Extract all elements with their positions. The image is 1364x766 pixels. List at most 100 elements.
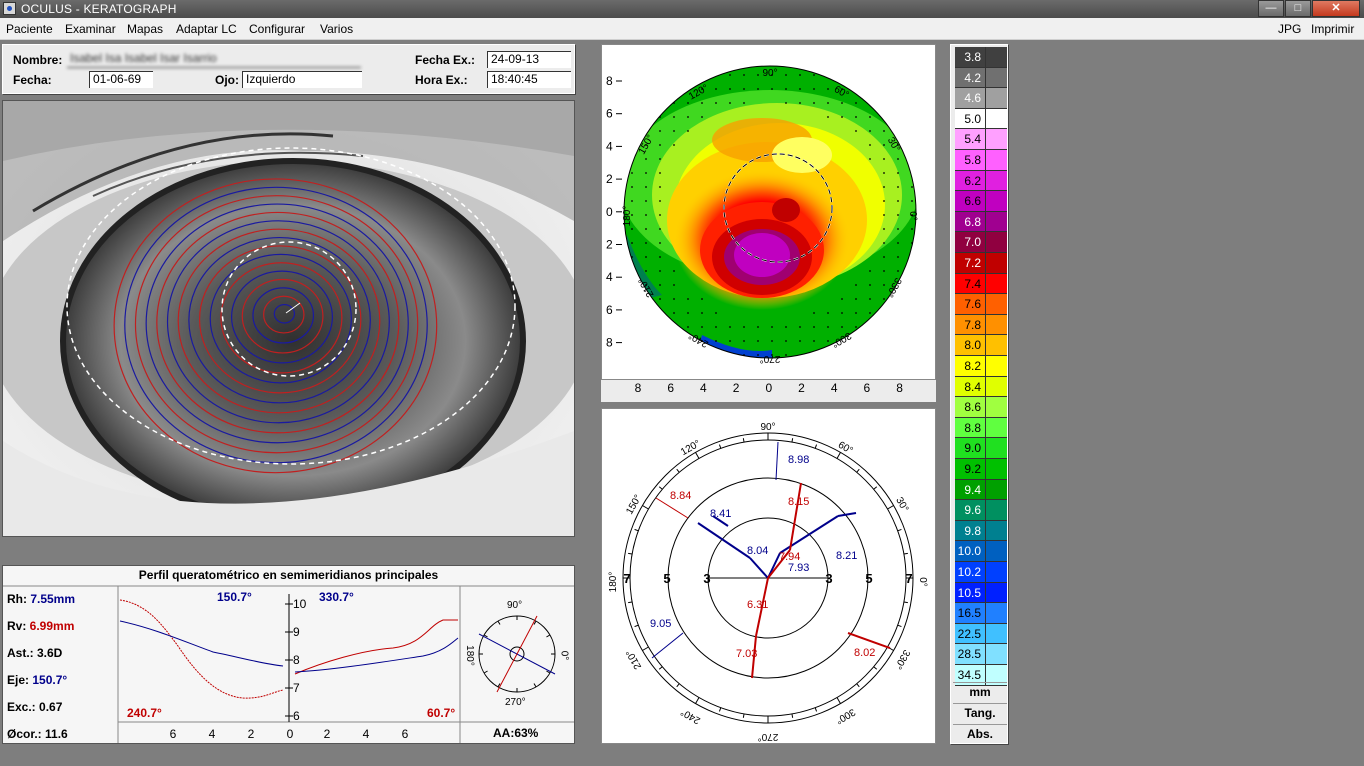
- polar-meridian-line: [749, 557, 769, 579]
- map-sample-dot: [869, 130, 871, 132]
- map-sample-dot: [659, 144, 661, 146]
- scale-row: 5.4: [955, 129, 1007, 150]
- birth-date-field[interactable]: 01-06-69: [89, 71, 153, 88]
- map-sample-dot: [897, 256, 899, 258]
- map-sample-dot: [841, 326, 843, 328]
- scale-value: 22.5: [955, 626, 983, 641]
- close-button[interactable]: ✕: [1312, 0, 1360, 17]
- scale-swatch: [985, 479, 1005, 500]
- profile-stat-value: 0.67: [39, 700, 63, 714]
- scale-row: 9.8: [955, 520, 1007, 542]
- polar-keratometry-panel[interactable]: 90° 60° 30° 0° 330° 300° 270° 240° 210° 180° 150° 1…: [601, 408, 936, 744]
- scale-value: 9.6: [962, 503, 983, 518]
- profile-stat-value: 11.6: [45, 727, 68, 741]
- polar-meridian-line: [651, 632, 684, 659]
- map-y-tick: 4: [606, 139, 613, 153]
- map-sample-dot: [827, 340, 829, 342]
- profile-x-tick: 4: [209, 727, 216, 741]
- polar-radius-label: 7: [905, 571, 912, 586]
- exam-date-field[interactable]: 24-09-13: [487, 51, 571, 68]
- axis-label-60: 60.7°: [427, 706, 456, 720]
- profile-y-tick: 8: [293, 653, 300, 667]
- name-field[interactable]: Isabel Isa Isabel Isar Isarrio: [67, 51, 361, 68]
- name-label: Nombre:: [13, 53, 63, 67]
- map-x-tick: 6: [667, 381, 674, 395]
- eye-field[interactable]: Izquierdo: [242, 71, 362, 88]
- scale-row: 8.6: [955, 397, 1007, 418]
- map-sample-dot: [687, 298, 689, 300]
- menu-varios[interactable]: Varios: [320, 22, 354, 36]
- minimize-button[interactable]: —: [1258, 0, 1284, 17]
- scale-value: 8.0: [962, 338, 983, 353]
- map-sample-dot: [883, 186, 885, 188]
- polar-meridian-line: [712, 515, 729, 527]
- map-sample-dot: [897, 242, 899, 244]
- scale-swatch: [985, 273, 1005, 294]
- map-sample-dot: [631, 214, 633, 216]
- profile-y-tick: 7: [293, 681, 300, 695]
- scale-row: 9.0: [955, 438, 1007, 459]
- polar-meridian-line: [847, 632, 891, 649]
- profile-y-tick: 9: [293, 625, 300, 639]
- map-sample-dot: [659, 186, 661, 188]
- curvature-map-panel[interactable]: 90° 60° 30° 0° 330° 300° 270° 240° 210° 180° 150° 1…: [601, 44, 936, 380]
- map-sample-dot: [813, 74, 815, 76]
- menu-imprimir[interactable]: Imprimir: [1311, 22, 1355, 36]
- polar-value: 8.84: [670, 490, 691, 502]
- unit-tang[interactable]: Tang.: [953, 703, 1007, 722]
- color-scale: 3.8 4.2 4.6 5.0 5.4 5.8 6.2 6.6 6.8 7.0 7.2 7.4 7.6 7…: [950, 44, 1008, 744]
- profile-y-tick: 6: [293, 709, 300, 723]
- map-x-tick: 2: [733, 381, 740, 395]
- map-sample-dot: [715, 326, 717, 328]
- polar-meridian-line: [755, 577, 769, 637]
- map-sample-dot: [687, 102, 689, 104]
- profile-x-tick: 2: [324, 727, 331, 741]
- map-sample-dot: [659, 172, 661, 174]
- map-sample-dot: [869, 284, 871, 286]
- map-sample-dot: [841, 312, 843, 314]
- menu-configurar[interactable]: Configurar: [249, 22, 306, 36]
- maximize-button[interactable]: □: [1285, 0, 1311, 17]
- menu-paciente[interactable]: Paciente: [6, 22, 53, 36]
- polar-value: 8.04: [747, 545, 768, 557]
- exam-time-field[interactable]: 18:40:45: [487, 71, 571, 88]
- map-sample-dot: [911, 200, 913, 202]
- profile-y-tick: 10: [293, 597, 307, 611]
- scale-row: 6.2: [955, 170, 1007, 192]
- polar-diagram: 90°60°30°0°330°300°270°240°210°180°150°1…: [608, 422, 928, 742]
- map-sample-dot: [883, 228, 885, 230]
- map-sample-dot: [785, 340, 787, 342]
- map-sample-dot: [855, 116, 857, 118]
- scale-value: 4.6: [962, 91, 983, 106]
- map-sample-dot: [645, 186, 647, 188]
- menu-jpg[interactable]: JPG: [1278, 22, 1302, 36]
- scale-swatch: [985, 170, 1005, 191]
- map-sample-dot: [631, 186, 633, 188]
- map-angle-label: 90°: [762, 68, 777, 79]
- menu-adaptar-lc[interactable]: Adaptar LC: [176, 22, 237, 36]
- map-sample-dot: [729, 326, 731, 328]
- polar-angle-label: 270°: [758, 731, 779, 742]
- unit-abs[interactable]: Abs.: [953, 724, 1007, 743]
- date-label: Fecha:: [13, 73, 52, 87]
- map-sample-dot: [827, 312, 829, 314]
- polar-value: 8.41: [710, 508, 731, 520]
- profile-stat-value: 6.99mm: [29, 619, 75, 633]
- profile-stat: Exc.: 0.67: [7, 700, 62, 714]
- map-sample-dot: [631, 200, 633, 202]
- unit-mm[interactable]: mm: [953, 682, 1007, 701]
- menu-examinar[interactable]: Examinar: [65, 22, 116, 36]
- mini-label-90: 90°: [507, 600, 523, 611]
- map-sample-dot: [883, 270, 885, 272]
- map-sample-dot: [687, 312, 689, 314]
- eye-image-panel[interactable]: [2, 100, 575, 537]
- map-sample-dot: [785, 102, 787, 104]
- menu-mapas[interactable]: Mapas: [127, 22, 164, 36]
- profile-stat: Rh: 7.55mm: [7, 592, 75, 606]
- map-sample-dot: [673, 284, 675, 286]
- polar-angle-label: 300°: [834, 706, 857, 726]
- map-sample-dot: [715, 312, 717, 314]
- map-sample-dot: [659, 242, 661, 244]
- menu-bar: Paciente Examinar Mapas Adaptar LC Confi…: [0, 18, 1364, 40]
- map-sample-dot: [855, 130, 857, 132]
